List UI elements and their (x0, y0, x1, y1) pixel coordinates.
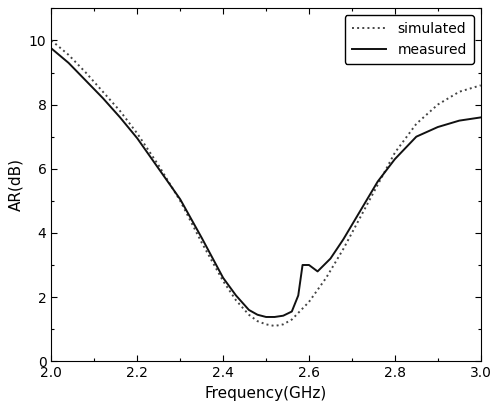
measured (280, 313, 286, 318)
measured (82, 78, 88, 83)
X-axis label: Frequency(GHz): Frequency(GHz) (205, 386, 327, 401)
measured (66, 61, 71, 65)
Line: measured: measured (52, 48, 480, 317)
simulated (358, 214, 364, 219)
simulated (289, 317, 295, 322)
simulated (134, 131, 140, 136)
measured (300, 263, 306, 267)
measured (392, 157, 398, 162)
Line: simulated: simulated (52, 40, 480, 326)
measured (478, 115, 484, 120)
measured (456, 118, 462, 123)
simulated (177, 198, 183, 203)
measured (233, 293, 239, 298)
simulated (456, 89, 462, 94)
measured (340, 237, 346, 242)
measured (198, 235, 204, 240)
simulated (306, 299, 312, 304)
simulated (254, 319, 260, 324)
simulated (478, 83, 484, 88)
measured (220, 275, 226, 280)
simulated (198, 240, 204, 245)
Legend: simulated, measured: simulated, measured (344, 15, 474, 64)
measured (435, 125, 441, 130)
simulated (117, 108, 123, 113)
simulated (263, 322, 269, 327)
measured (177, 197, 183, 202)
simulated (392, 150, 398, 155)
simulated (156, 163, 162, 168)
measured (314, 269, 320, 274)
simulated (220, 279, 226, 283)
measured (246, 308, 252, 312)
measured (254, 312, 260, 317)
simulated (48, 38, 54, 43)
measured (414, 134, 420, 139)
measured (328, 256, 334, 261)
measured (100, 96, 106, 101)
simulated (246, 312, 252, 317)
simulated (233, 298, 239, 303)
measured (263, 315, 269, 319)
simulated (435, 102, 441, 107)
measured (134, 136, 140, 141)
Y-axis label: AR(dB): AR(dB) (8, 158, 24, 211)
simulated (82, 70, 88, 75)
measured (117, 115, 123, 120)
measured (289, 309, 295, 314)
simulated (100, 89, 106, 94)
simulated (323, 275, 329, 280)
measured (48, 46, 54, 51)
measured (358, 208, 364, 213)
simulated (374, 182, 380, 187)
simulated (340, 247, 346, 252)
measured (306, 263, 312, 267)
simulated (272, 324, 278, 328)
measured (156, 166, 162, 171)
measured (296, 293, 302, 298)
measured (272, 315, 278, 319)
measured (374, 179, 380, 184)
simulated (66, 52, 71, 57)
simulated (280, 322, 286, 327)
simulated (414, 121, 420, 126)
